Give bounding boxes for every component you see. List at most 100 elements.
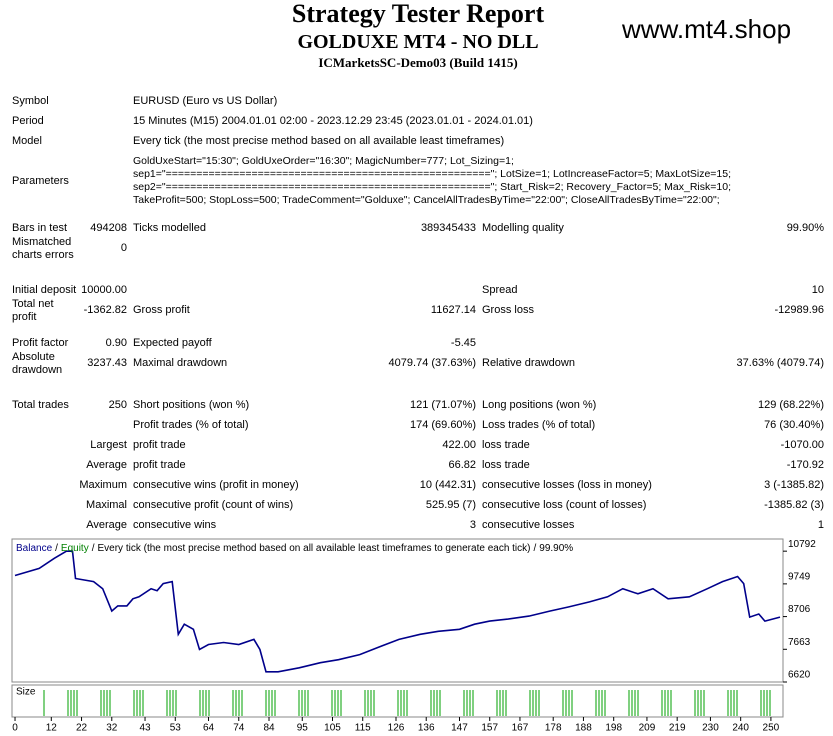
parameter-line: TakeProfit=500; StopLoss=500; TradeComme… [133,194,720,206]
stat-value: 525.95 (7) [425,499,476,511]
legend-separator: / [55,543,58,554]
stat-value: 11627.14 [430,304,476,316]
report-subtitle: GOLDUXE MT4 - NO DLL [297,31,539,53]
stat-label: Total net profit [12,298,54,323]
stat-label: Maximal drawdown [133,357,228,369]
info-value: Every tick (the most precise method base… [133,135,505,147]
stat-label: profit trade [133,459,186,471]
row-prefix: Average [86,459,127,471]
x-tick-label: 240 [732,723,749,734]
stat-label: Gross loss [482,304,534,316]
stat-label: Relative drawdown [482,357,575,369]
stat-value: -1385.82 (3) [764,499,824,511]
stat-value: -12989.96 [774,304,824,316]
info-label: Period [12,115,44,127]
x-tick-label: 0 [12,723,18,734]
stat-label: Absolute drawdown [12,351,63,376]
y-tick-label: 6620 [788,670,811,681]
row-prefix: Average [86,519,127,531]
y-tick-label: 10792 [788,539,816,550]
legend: Balance / Equity / Every tick (the most prec… [16,543,573,554]
stat-value: 10 [811,284,824,296]
legend-separator: / [92,543,95,554]
stat-value: 422.00 [442,439,476,451]
y-tick-label: 7663 [788,637,811,648]
parameter-line: GoldUxeStart="15:30"; GoldUxeOrder="16:3… [133,155,514,167]
stat-value: -1070.00 [780,439,824,451]
x-tick-label: 53 [170,723,182,734]
x-tick-label: 84 [263,723,275,734]
stat-label: Mismatched charts errors [12,236,74,261]
stat-label: consecutive wins (profit in money) [133,479,299,491]
stat-label: Ticks modelled [133,222,206,234]
stat-value: 3237.43 [87,357,127,369]
stat-value: -5.45 [450,337,476,349]
plot-frame [11,538,784,683]
x-tick-label: 74 [233,723,245,734]
stat-label: Short positions (won %) [133,399,250,411]
balance-line [14,550,781,673]
x-tick-label: 95 [297,723,309,734]
stat-value: 121 (71.07%) [409,399,476,411]
legend-item: Balance [16,543,53,554]
stat-label: Gross profit [133,304,190,316]
report-title: Strategy Tester Report [291,0,545,28]
stat-label: consecutive losses [482,519,575,531]
stat-value: 0.90 [105,337,127,349]
stat-value: 4079.74 (37.63%) [388,357,476,369]
info-value: EURUSD (Euro vs US Dollar) [133,95,278,107]
x-tick-label: 188 [575,723,592,734]
info-label: Model [12,135,42,147]
stat-value: 129 (68.22%) [757,399,824,411]
x-tick-label: 230 [702,723,719,734]
stat-label: profit trade [133,439,186,451]
y-tick-label: 9749 [788,572,811,583]
stat-value: -1362.82 [83,304,127,316]
stat-value: 99.90% [786,222,824,234]
stat-label: loss trade [482,439,530,451]
stat-label: Profit trades (% of total) [133,419,249,431]
x-tick-label: 115 [355,723,371,734]
stat-value: 174 (69.60%) [409,419,476,431]
x-tick-label: 209 [639,723,656,734]
x-tick-label: 32 [106,723,118,734]
stat-label: loss trade [482,459,530,471]
stat-value: 1 [817,519,824,531]
x-tick-label: 136 [418,723,435,734]
stat-label: consecutive wins [133,519,217,531]
stat-label: consecutive losses (loss in money) [482,479,652,491]
stat-value: 389345433 [420,222,476,234]
x-tick-label: 64 [203,723,215,734]
x-tick-label: 167 [512,723,529,734]
parameter-line: sep1="==================================… [133,168,732,180]
x-tick-label: 198 [605,723,622,734]
parameter-line: sep2="==================================… [133,181,731,193]
stat-value: 250 [108,399,127,411]
x-tick-label: 105 [324,723,341,734]
stat-value: 10000.00 [81,284,127,296]
stat-value: 3 [469,519,476,531]
account: ICMarketsSC-Demo03 (Build 1415) [318,55,518,70]
x-tick-label: 43 [139,723,151,734]
stat-value: 494208 [90,222,127,234]
stat-value: 0 [120,242,127,254]
stat-value: 3 (-1385.82) [764,479,824,491]
stat-value: 37.63% (4079.74) [736,357,824,369]
stat-label: Modelling quality [482,222,564,234]
stat-value: 66.82 [448,459,476,471]
x-tick-label: 147 [451,723,468,734]
x-tick-label: 250 [763,723,780,734]
row-prefix: Maximal [86,499,127,511]
stat-value: -170.92 [786,459,824,471]
stat-label: Expected payoff [133,337,212,349]
row-prefix: Maximum [79,479,127,491]
stat-label: consecutive loss (count of losses) [482,499,647,511]
x-tick-label: 178 [545,723,562,734]
legend-item: Every tick (the most precise method base… [98,543,531,554]
x-tick-label: 126 [388,723,405,734]
stat-label: Long positions (won %) [482,399,597,411]
x-tick-label: 22 [76,723,88,734]
stat-value: 76 (30.40%) [764,419,824,431]
stat-label: Bars in test [12,222,68,234]
